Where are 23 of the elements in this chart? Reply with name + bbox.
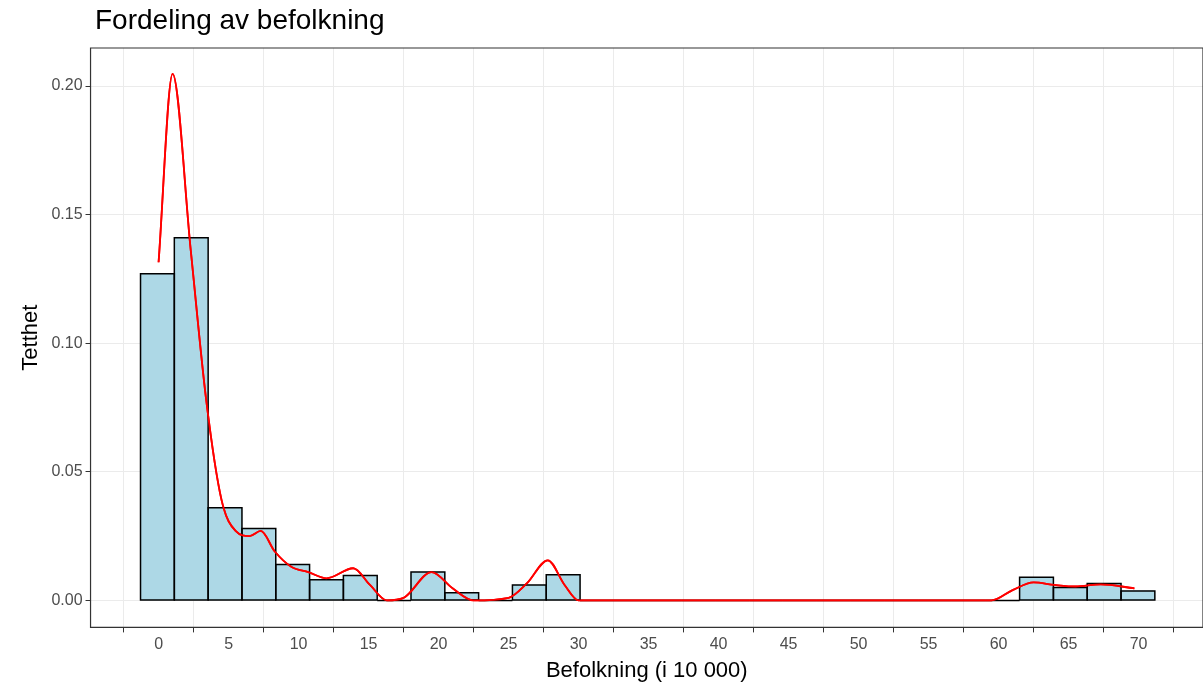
x-tick-label: 25 (499, 635, 518, 653)
x-tick-label: 70 (1129, 635, 1148, 653)
x-tick-label: 0 (154, 635, 164, 653)
chart-title: Fordeling av befolkning (95, 4, 385, 36)
x-tick-label: 15 (359, 635, 378, 653)
y-tick-label: 0.00 (51, 590, 83, 608)
x-tick-label: 55 (919, 635, 938, 653)
x-tick-label: 65 (1059, 635, 1078, 653)
x-tick-label: 5 (224, 635, 234, 653)
y-tick-label: 0.05 (51, 462, 83, 480)
x-tick-label: 20 (429, 635, 448, 653)
y-axis-title: Tetthet (17, 304, 43, 371)
x-tick-label: 40 (709, 635, 728, 653)
x-tick-label: 10 (289, 635, 308, 653)
y-tick-label: 0.10 (51, 333, 83, 351)
y-tick-label: 0.15 (51, 205, 83, 223)
y-tick-label: 0.20 (51, 76, 83, 94)
x-tick-label: 45 (779, 635, 798, 653)
x-tick-label: 50 (849, 635, 868, 653)
x-tick-label: 35 (639, 635, 658, 653)
x-tick-label: 60 (989, 635, 1008, 653)
x-tick-label: 30 (569, 635, 588, 653)
x-axis-title: Befolkning (i 10 000) (545, 656, 748, 682)
